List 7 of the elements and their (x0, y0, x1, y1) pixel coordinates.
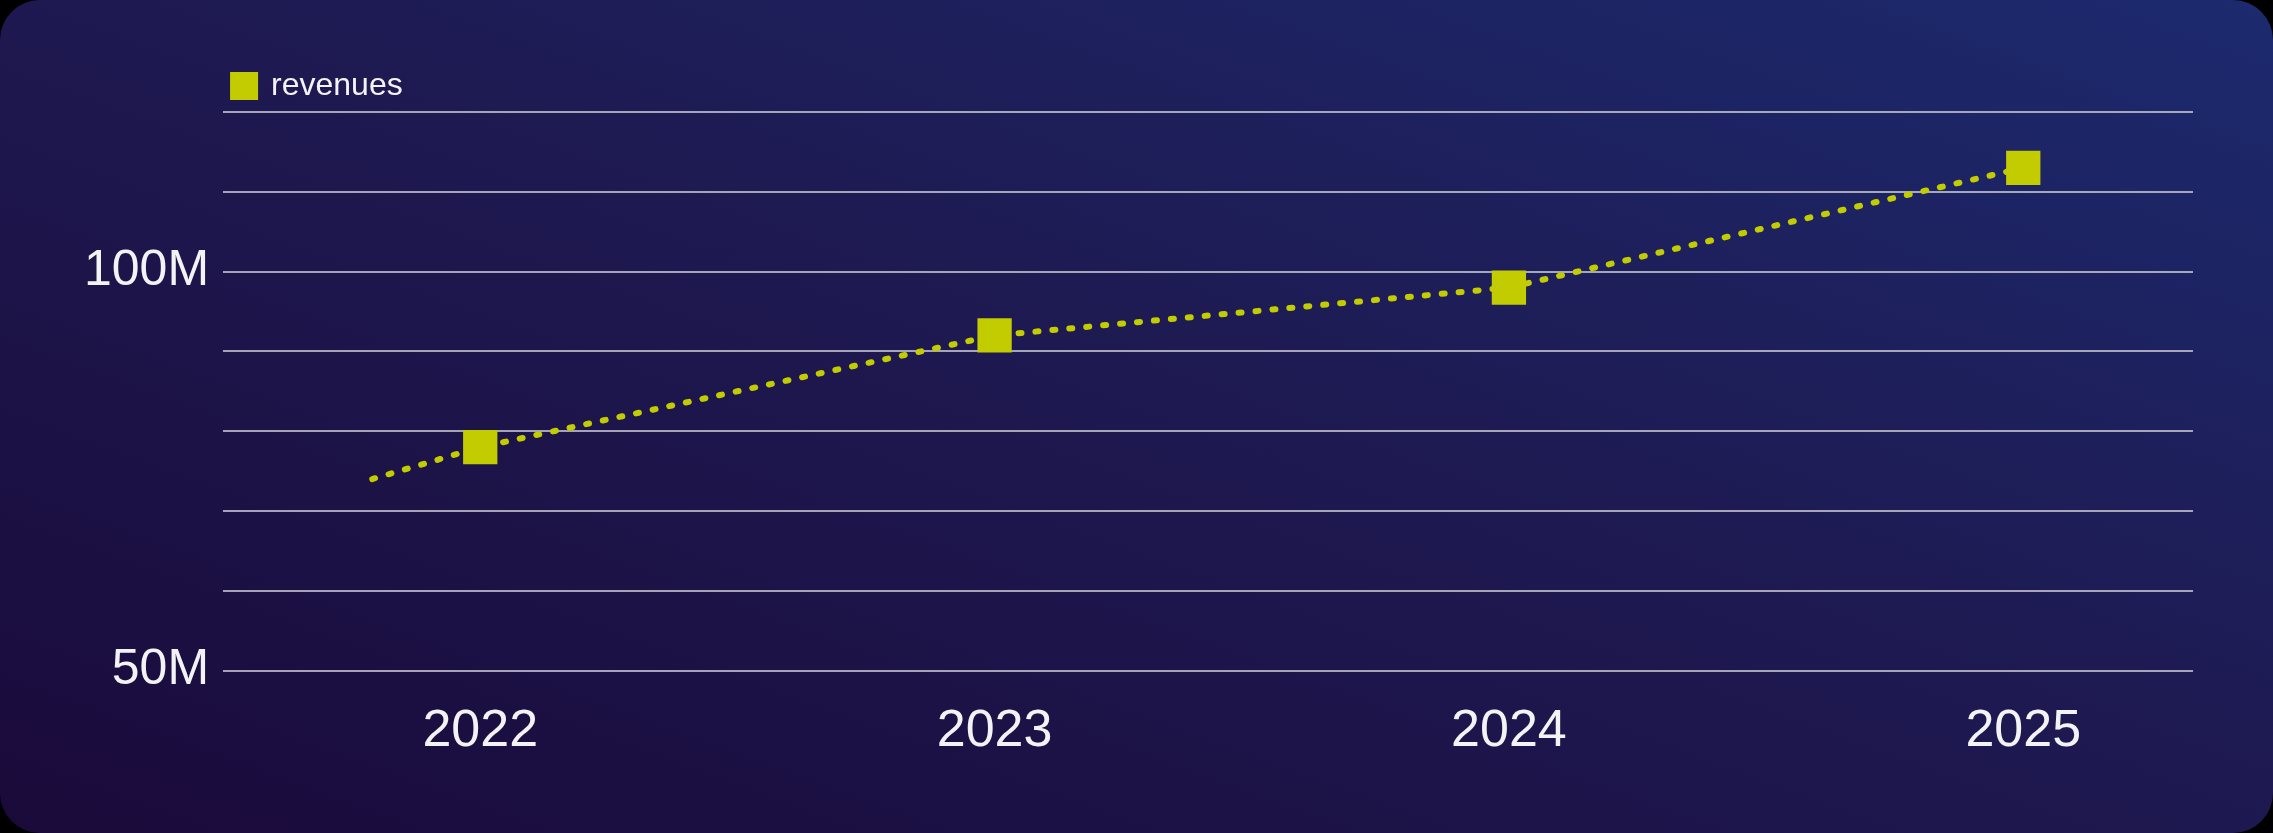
y-tick-label: 100M (84, 240, 210, 297)
x-tick-label: 2024 (1451, 699, 1567, 758)
legend-label: revenues (271, 65, 403, 102)
x-tick-label: 2025 (1965, 699, 2082, 758)
x-tick-label: 2022 (422, 699, 539, 758)
x-tick-label: 2023 (936, 699, 1053, 758)
y-tick-label: 50M (111, 639, 210, 696)
